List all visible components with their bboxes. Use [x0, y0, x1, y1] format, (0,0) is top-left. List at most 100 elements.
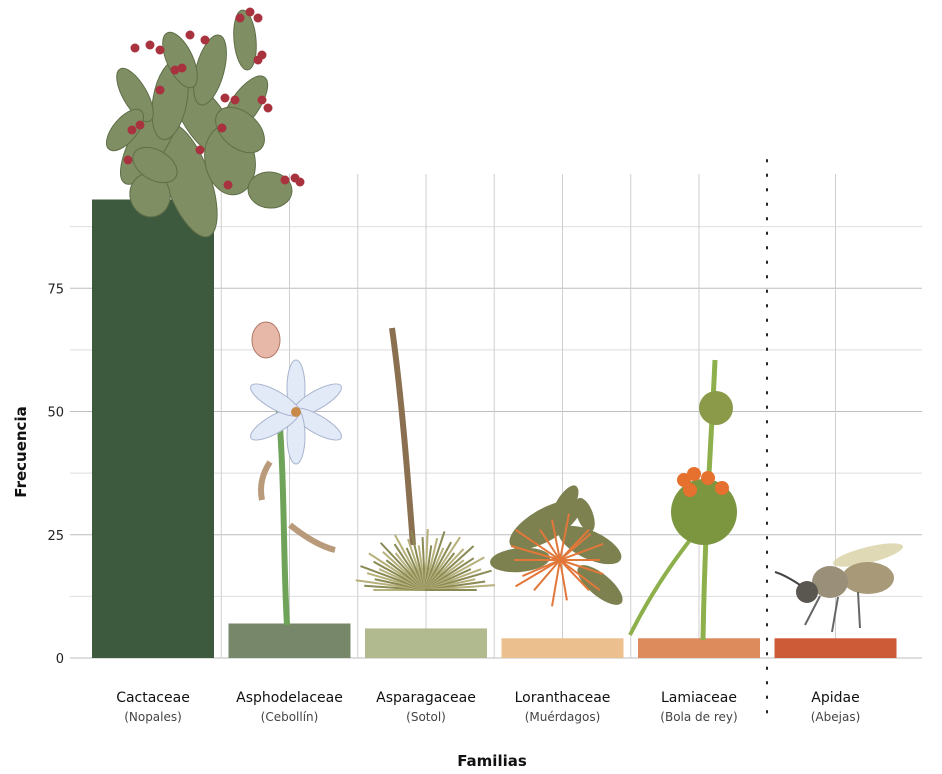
bola-de-rey-plant-icon — [628, 359, 737, 641]
cactus-fruit — [155, 85, 165, 95]
bee-legs — [804, 591, 861, 633]
cactus-fruit — [257, 95, 267, 105]
bar-asparagaceae — [365, 628, 487, 658]
mistletoe-flower — [515, 528, 561, 561]
cactus-fruit — [123, 155, 133, 165]
sotol-spike — [389, 327, 416, 546]
bars — [92, 199, 897, 658]
mistletoe-flower — [551, 519, 561, 561]
cactus-fruit — [223, 180, 233, 190]
y-axis-title: Frecuencia — [12, 406, 30, 497]
cactus-pad — [116, 67, 154, 123]
cactus-fruit — [127, 125, 137, 135]
x-tick-label: Cactaceae — [116, 690, 190, 706]
bee-icon — [774, 543, 903, 633]
cactus-fruit — [195, 145, 205, 155]
mistletoe-leaf — [577, 565, 623, 605]
cactus-fruit — [170, 65, 180, 75]
x-tick-sublabel: (Abejas) — [811, 710, 861, 724]
flower-bud — [288, 522, 336, 553]
x-tick-label: Asphodelaceae — [236, 690, 343, 706]
muerdago-plant-icon — [490, 485, 623, 607]
bee-wing — [833, 543, 903, 567]
mistletoe-flower — [551, 559, 561, 607]
cactus-fruit — [253, 13, 263, 23]
mistletoe-leaf — [551, 485, 579, 525]
mistletoe-flower — [559, 559, 604, 575]
nopal-cactus-icon — [105, 7, 305, 238]
cactus-fruit — [135, 120, 145, 130]
y-tick-label: 75 — [47, 282, 64, 297]
cactus-fruit — [280, 175, 290, 185]
cactus-fruit — [217, 123, 227, 133]
bee-abdomen — [842, 562, 894, 594]
cactus-fruit — [263, 103, 273, 113]
y-tick-label: 50 — [47, 406, 64, 421]
flower-stem — [275, 399, 290, 626]
cactus-pad — [215, 106, 265, 154]
plant-leaf — [628, 538, 692, 636]
mistletoe-flower — [559, 559, 568, 601]
cebollin-flower-icon — [250, 321, 342, 626]
bee-antenna — [774, 571, 801, 586]
cactus-fruit — [177, 63, 187, 73]
bar-loranthaceae — [501, 638, 624, 658]
flower-center — [291, 407, 301, 417]
plant-flower — [683, 483, 697, 497]
mistletoe-flower — [559, 542, 604, 561]
x-tick-label: Lamiaceae — [661, 690, 737, 706]
mistletoe-flower — [510, 545, 561, 561]
bar-asphodelaceae — [228, 623, 351, 658]
illustrations — [105, 7, 903, 641]
y-tick-label: 0 — [56, 652, 64, 667]
bar-lamiaceae — [638, 638, 760, 658]
plant-flower — [701, 471, 715, 485]
x-tick-sublabel: (Nopales) — [124, 710, 182, 724]
mistletoe-flower — [533, 559, 561, 591]
x-axis-title: Familias — [457, 752, 527, 770]
cactus-fruit — [145, 40, 155, 50]
cactus-fruit — [200, 35, 210, 45]
cactus-fruit — [230, 95, 240, 105]
plant-flower — [687, 467, 701, 481]
mistletoe-flower — [559, 532, 592, 561]
x-axis-labels: Cactaceae (Nopales) Asphodelaceae (Cebollín… — [116, 690, 860, 724]
cactus-fruit — [130, 43, 140, 53]
flower-bud — [251, 321, 281, 359]
cactus-fruit — [290, 173, 300, 183]
seed-head — [699, 391, 733, 425]
x-tick-sublabel: (Sotol) — [406, 710, 446, 724]
plant-flower — [715, 481, 729, 495]
cactus-pad — [233, 9, 257, 71]
cactus-fruit — [155, 45, 165, 55]
cactus-fruit — [253, 55, 263, 65]
x-tick-sublabel: (Cebollín) — [261, 710, 319, 724]
bar-cactaceae — [92, 199, 214, 658]
mistletoe-flower — [515, 559, 561, 588]
flower-bud — [258, 460, 273, 501]
mistletoe-flower — [539, 529, 561, 561]
cactus-fruit — [245, 7, 255, 17]
x-tick-sublabel: (Bola de rey) — [660, 710, 737, 724]
bee-thorax — [812, 566, 848, 598]
cactus-fruit — [220, 93, 230, 103]
x-tick-label: Apidae — [811, 690, 859, 706]
mistletoe-leaf — [558, 525, 622, 565]
mistletoe-leaf — [575, 497, 595, 533]
cactus-pad — [162, 31, 198, 89]
cactus-pad — [132, 146, 178, 184]
mistletoe-flower — [522, 559, 561, 577]
sotol-plant-icon — [355, 327, 495, 591]
mistletoe-flower — [559, 559, 590, 592]
cactus-fruit — [235, 13, 245, 23]
mistletoe-flower — [559, 513, 571, 561]
y-axis-ticks: 0 25 50 75 — [47, 282, 64, 667]
bar-apidae — [774, 638, 897, 658]
cactus-pad — [105, 108, 145, 152]
x-tick-label: Loranthaceae — [515, 690, 611, 706]
x-tick-label: Asparagaceae — [376, 690, 476, 706]
bee-head — [796, 581, 818, 603]
y-tick-label: 25 — [47, 529, 64, 544]
cactus-fruit — [185, 30, 195, 40]
